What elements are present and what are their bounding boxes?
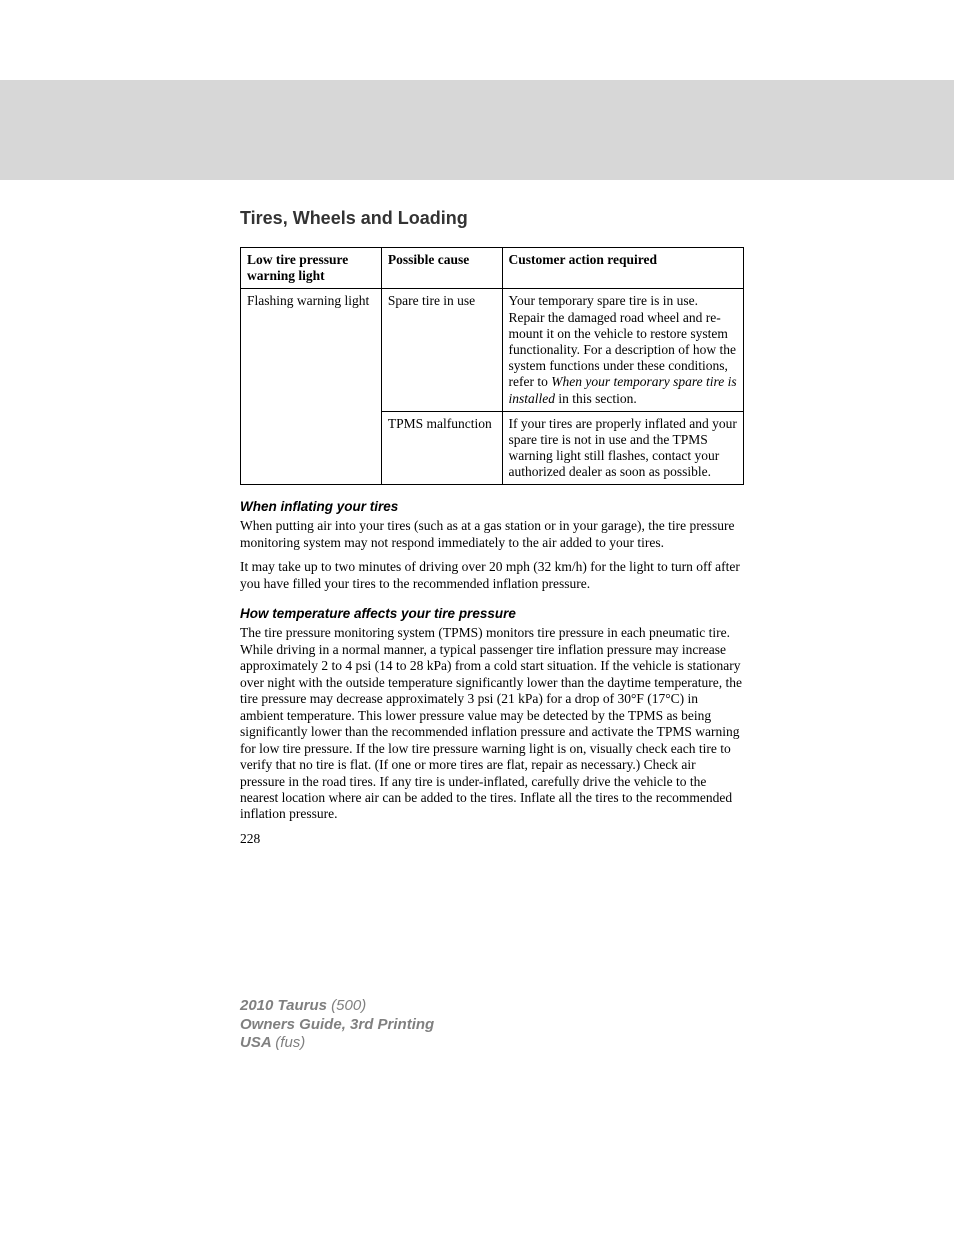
subheading-inflating: When inflating your tires <box>240 499 744 514</box>
footer-code: (500) <box>331 997 366 1014</box>
footer-line-3: USA (fus) <box>240 1034 954 1053</box>
cell-cause-tpms: TPMS malfunction <box>381 411 502 485</box>
tpms-table: Low tire pressure warning light Possible… <box>240 247 744 485</box>
paragraph: The tire pressure monitoring system (TPM… <box>240 625 744 823</box>
footer: 2010 Taurus (500) Owners Guide, 3rd Prin… <box>0 997 954 1053</box>
cell-action-tpms: If your tires are properly inflated and … <box>502 411 743 485</box>
subheading-temperature: How temperature affects your tire pressu… <box>240 606 744 621</box>
footer-line-2: Owners Guide, 3rd Printing <box>240 1016 954 1035</box>
document-page: Tires, Wheels and Loading Low tire press… <box>0 80 954 1053</box>
cell-action-post: in this section. <box>555 391 637 406</box>
footer-region: USA <box>240 1034 275 1051</box>
cell-light: Flashing warning light <box>241 289 382 485</box>
page-number: 228 <box>240 831 744 847</box>
footer-model: 2010 Taurus <box>240 997 331 1014</box>
table-header-row: Low tire pressure warning light Possible… <box>241 248 744 289</box>
page-content: Tires, Wheels and Loading Low tire press… <box>0 208 954 847</box>
section-title: Tires, Wheels and Loading <box>240 208 744 229</box>
col-header-action: Customer action required <box>502 248 743 289</box>
cell-cause-spare: Spare tire in use <box>381 289 502 411</box>
col-header-light: Low tire pressure warning light <box>241 248 382 289</box>
footer-region-code: (fus) <box>275 1034 305 1051</box>
paragraph: It may take up to two minutes of driving… <box>240 559 744 592</box>
table-row: Flashing warning light Spare tire in use… <box>241 289 744 411</box>
cell-action-spare: Your temporary spare tire is in use. Rep… <box>502 289 743 411</box>
col-header-cause: Possible cause <box>381 248 502 289</box>
header-band <box>0 80 954 180</box>
paragraph: When putting air into your tires (such a… <box>240 518 744 551</box>
footer-line-1: 2010 Taurus (500) <box>240 997 954 1016</box>
